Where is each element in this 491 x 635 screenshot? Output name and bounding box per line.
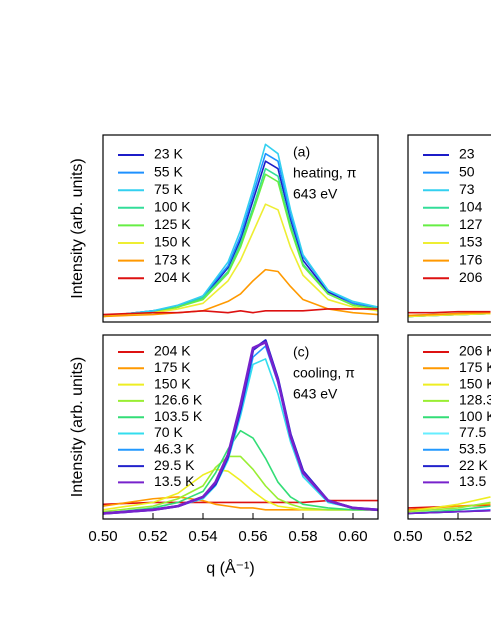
legend-label: 46.3 K bbox=[154, 441, 195, 457]
annotation: (c) bbox=[293, 344, 309, 360]
plot-area bbox=[103, 143, 378, 318]
legend-label: 126.6 K bbox=[154, 392, 203, 408]
data-line bbox=[103, 455, 378, 513]
legend-label: 50 bbox=[459, 163, 475, 179]
data-line bbox=[103, 429, 378, 515]
data-line bbox=[408, 310, 491, 314]
legend-label: 70 K bbox=[154, 424, 183, 440]
legend-label: 175 K bbox=[459, 359, 491, 375]
plot-frame bbox=[102, 334, 379, 520]
x-tick-label: 0.52 bbox=[138, 528, 167, 545]
legend-label: 100 K bbox=[459, 408, 491, 424]
plot-area bbox=[408, 496, 491, 515]
legend-label: 13.5 K bbox=[154, 473, 195, 489]
legend-label: 173 K bbox=[154, 251, 191, 267]
legend-label: 104 bbox=[459, 199, 483, 215]
data-line bbox=[408, 501, 491, 513]
annotation: (a) bbox=[293, 144, 310, 160]
legend-label: 150 K bbox=[459, 375, 491, 391]
data-line bbox=[103, 341, 378, 515]
legend-label: 53.5 K bbox=[459, 441, 491, 457]
plot-area bbox=[103, 339, 378, 515]
annotation: heating, π bbox=[293, 165, 357, 181]
legend-label: 73 bbox=[459, 181, 475, 197]
data-line bbox=[103, 173, 378, 318]
legend-label: 22 K bbox=[459, 457, 488, 473]
plot-frame bbox=[102, 134, 379, 323]
plot-frame bbox=[407, 134, 491, 323]
legend-label: 206 bbox=[459, 269, 483, 285]
legend-label: 206 K bbox=[459, 343, 491, 359]
annotation: 643 eV bbox=[293, 186, 338, 202]
x-tick-label: 0.58 bbox=[288, 528, 317, 545]
legend-label: 176 bbox=[459, 251, 483, 267]
legend-label: 77.5 K bbox=[459, 424, 491, 440]
legend-label: 175 K bbox=[154, 359, 191, 375]
legend-label: 75 K bbox=[154, 181, 183, 197]
data-line bbox=[103, 143, 378, 318]
legend-label: 128.3 bbox=[459, 392, 491, 408]
x-tick-label: 0.54 bbox=[188, 528, 217, 545]
legend-label: 23 K bbox=[154, 146, 183, 162]
data-line bbox=[408, 509, 491, 515]
legend-label: 100 K bbox=[154, 199, 191, 215]
legend-label: 150 K bbox=[154, 375, 191, 391]
legend-label: 23 bbox=[459, 146, 475, 162]
data-line bbox=[408, 496, 491, 513]
legend-label: 153 bbox=[459, 234, 483, 250]
legend-label: 103.5 K bbox=[154, 408, 203, 424]
annotation: 643 eV bbox=[293, 386, 338, 402]
legend-label: 127 bbox=[459, 216, 483, 232]
legend-label: 13.5 K bbox=[459, 473, 491, 489]
data-line bbox=[408, 312, 491, 318]
data-line bbox=[103, 358, 378, 515]
data-line bbox=[103, 203, 378, 318]
plot-area bbox=[408, 310, 491, 318]
legend-label: 55 K bbox=[154, 163, 183, 179]
x-tick-label: 0.60 bbox=[338, 528, 367, 545]
x-tick-label: 0.52 bbox=[443, 528, 472, 545]
annotation: cooling, π bbox=[293, 365, 355, 381]
data-line bbox=[103, 308, 378, 316]
legend-label: 150 K bbox=[154, 234, 191, 250]
legend-label: 29.5 K bbox=[154, 457, 195, 473]
data-line bbox=[408, 311, 491, 317]
x-tick-label: 0.50 bbox=[393, 528, 422, 545]
y-axis-label: Intensity (arb. units) bbox=[69, 158, 86, 299]
y-axis-label: Intensity (arb. units) bbox=[69, 357, 86, 498]
x-tick-label: 0.56 bbox=[238, 528, 267, 545]
x-axis-label: q (Å⁻¹) bbox=[206, 558, 254, 577]
legend-label: 204 K bbox=[154, 343, 191, 359]
x-tick-label: 0.50 bbox=[88, 528, 117, 545]
legend-label: 125 K bbox=[154, 216, 191, 232]
legend-label: 204 K bbox=[154, 269, 191, 285]
plot-frame bbox=[407, 334, 491, 520]
